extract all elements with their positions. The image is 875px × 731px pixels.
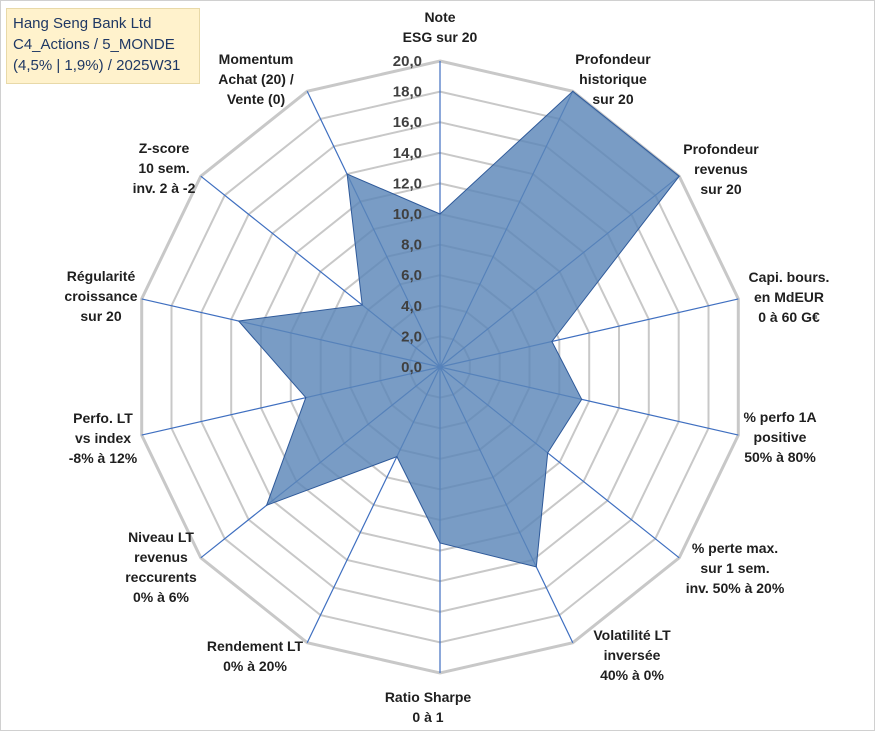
series-point	[581, 398, 583, 400]
series-point	[305, 397, 307, 399]
axis-label-line: Volatilité LT	[593, 627, 671, 643]
axis-label: Z-score 10 sem. inv. 2 à -2	[133, 140, 196, 196]
axis-label-line: Capi. bours.	[749, 269, 830, 285]
axis-label-line: croissance	[64, 288, 137, 304]
axis-label-line: 50% à 80%	[744, 449, 816, 465]
series-point	[361, 304, 363, 306]
radial-tick-label: 18,0	[393, 84, 422, 101]
title-line-category: C4_Actions / 5_MONDE	[13, 36, 175, 53]
axis-label-line: sur 20	[592, 91, 633, 107]
axis-label-line: 0 à 60 G€	[758, 309, 820, 325]
axis-label-line: Régularité	[67, 268, 136, 284]
axis-label: Profondeur revenus sur 20	[683, 141, 759, 197]
chart-title-box: Hang Seng Bank Ltd C4_Actions / 5_MONDE …	[6, 8, 200, 84]
radial-tick-labels: 0,0 2,0 4,0 6,0 8,0 10,0 12,0 14,0 16,0 18,0 20,0	[393, 53, 422, 376]
series-point	[439, 213, 441, 215]
series-area	[237, 90, 680, 568]
axis-label-line: 0 à 1	[412, 709, 443, 725]
radial-tick-label: 20,0	[393, 53, 422, 70]
axis-label-line: inversée	[604, 647, 661, 663]
axis-label: Note ESG sur 20	[403, 9, 478, 45]
axis-label-line: sur 1 sem.	[700, 560, 769, 576]
radial-tick-label: 10,0	[393, 206, 422, 223]
axis-label-line: Z-score	[139, 140, 190, 156]
axis-label-line: positive	[754, 429, 807, 445]
radar-series	[237, 90, 680, 568]
axis-label-line: Ratio Sharpe	[385, 689, 472, 705]
axis-label-line: Profondeur	[575, 51, 651, 67]
radial-tick-label: 6,0	[401, 267, 422, 284]
axis-label: Capi. bours. en MdEUR 0 à 60 G€	[749, 269, 830, 325]
radial-tick-label: 0,0	[401, 359, 422, 376]
series-point	[396, 456, 398, 458]
axis-label-line: -8% à 12%	[69, 450, 138, 466]
axis-label-line: revenus	[694, 161, 748, 177]
axis-label: Perfo. LT vs index -8% à 12%	[69, 410, 138, 466]
radial-tick-label: 2,0	[401, 328, 422, 345]
axis-label-line: ESG sur 20	[403, 29, 478, 45]
axis-label-line: sur 20	[700, 181, 741, 197]
series-point	[572, 90, 574, 92]
axis-label-line: 0% à 6%	[133, 589, 190, 605]
series-point	[346, 173, 348, 175]
axis-label-line: % perte max.	[692, 540, 778, 556]
axis-label-line: inv. 50% à 20%	[686, 580, 785, 596]
axis-label-line: Rendement LT	[207, 638, 304, 654]
axis-label-line: Niveau LT	[128, 529, 194, 545]
axis-label: Profondeur historique sur 20	[575, 51, 651, 107]
axis-label: % perte max. sur 1 sem. inv. 50% à 20%	[686, 540, 785, 596]
axis-label-line: revenus	[134, 549, 188, 565]
axis-label-line: reccurents	[125, 569, 197, 585]
axis-label: Rendement LT 0% à 20%	[207, 638, 304, 674]
axis-label-line: sur 20	[80, 308, 121, 324]
title-line-period: (4,5% | 1,9%) / 2025W31	[13, 57, 181, 74]
axis-label-line: 10 sem.	[138, 160, 189, 176]
axis-label: Ratio Sharpe 0 à 1	[385, 689, 472, 725]
radial-tick-label: 8,0	[401, 237, 422, 254]
axis-label-line: en MdEUR	[754, 289, 824, 305]
axis-label-line: Profondeur	[683, 141, 759, 157]
series-point	[547, 452, 549, 454]
axis-label: Momentum Achat (20) / Vente (0)	[218, 51, 294, 107]
axis-label: Niveau LT revenus reccurents 0% à 6%	[125, 529, 197, 605]
axis-label-line: vs index	[75, 430, 131, 446]
axis-label: Volatilité LT inversée 40% à 0%	[593, 627, 671, 683]
radial-tick-label: 16,0	[393, 114, 422, 131]
axis-label-line: Achat (20) /	[218, 71, 294, 87]
series-point	[238, 320, 240, 322]
series-point	[678, 175, 680, 177]
series-point	[551, 341, 553, 342]
axis-label-line: Momentum	[219, 51, 294, 67]
axis-labels: Note ESG sur 20 Profondeur historique sur 20…	[64, 9, 829, 725]
axis-label-line: historique	[579, 71, 647, 87]
series-point	[439, 542, 441, 544]
series-point	[535, 566, 537, 568]
axis-label: Régularité croissance sur 20	[64, 268, 137, 324]
series-point	[266, 504, 268, 506]
axis-label-line: Vente (0)	[227, 91, 285, 107]
radial-tick-label: 12,0	[393, 175, 422, 192]
axis-label-line: Perfo. LT	[73, 410, 133, 426]
radial-tick-label: 4,0	[401, 298, 422, 315]
axis-label: % perfo 1A positive 50% à 80%	[743, 409, 816, 465]
axis-label-line: 0% à 20%	[223, 658, 287, 674]
axis-label-line: 40% à 0%	[600, 667, 664, 683]
axis-label-line: inv. 2 à -2	[133, 180, 196, 196]
radial-tick-label: 14,0	[393, 145, 422, 162]
axis-label-line: % perfo 1A	[743, 409, 816, 425]
axis-label-line: Note	[424, 9, 455, 25]
title-line-company: Hang Seng Bank Ltd	[13, 15, 152, 32]
